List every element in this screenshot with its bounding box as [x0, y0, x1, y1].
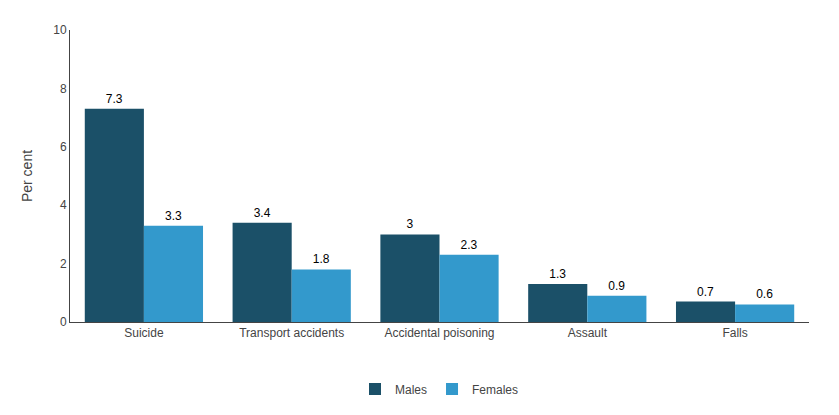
svg-text:Suicide: Suicide	[124, 326, 164, 340]
svg-text:Males: Males	[395, 383, 427, 397]
svg-text:Assault: Assault	[568, 326, 608, 340]
svg-text:3.4: 3.4	[254, 206, 271, 220]
svg-text:3: 3	[406, 217, 413, 231]
svg-text:10: 10	[53, 23, 67, 37]
svg-text:1.3: 1.3	[549, 267, 566, 281]
svg-text:2: 2	[60, 257, 67, 271]
svg-text:0.7: 0.7	[697, 285, 714, 299]
svg-text:Accidental poisoning: Accidental poisoning	[384, 326, 494, 340]
svg-text:Per cent: Per cent	[19, 150, 35, 202]
svg-text:1.8: 1.8	[313, 252, 330, 266]
svg-text:Falls: Falls	[722, 326, 747, 340]
svg-text:4: 4	[60, 198, 67, 212]
svg-text:0: 0	[60, 315, 67, 329]
svg-text:Females: Females	[472, 383, 518, 397]
svg-text:8: 8	[60, 82, 67, 96]
svg-text:2.3: 2.3	[461, 238, 478, 252]
svg-text:Transport accidents: Transport accidents	[239, 326, 344, 340]
svg-text:6: 6	[60, 140, 67, 154]
svg-text:3.3: 3.3	[165, 209, 182, 223]
svg-text:0.9: 0.9	[608, 279, 625, 293]
svg-text:7.3: 7.3	[106, 92, 123, 106]
svg-text:0.6: 0.6	[756, 287, 773, 301]
